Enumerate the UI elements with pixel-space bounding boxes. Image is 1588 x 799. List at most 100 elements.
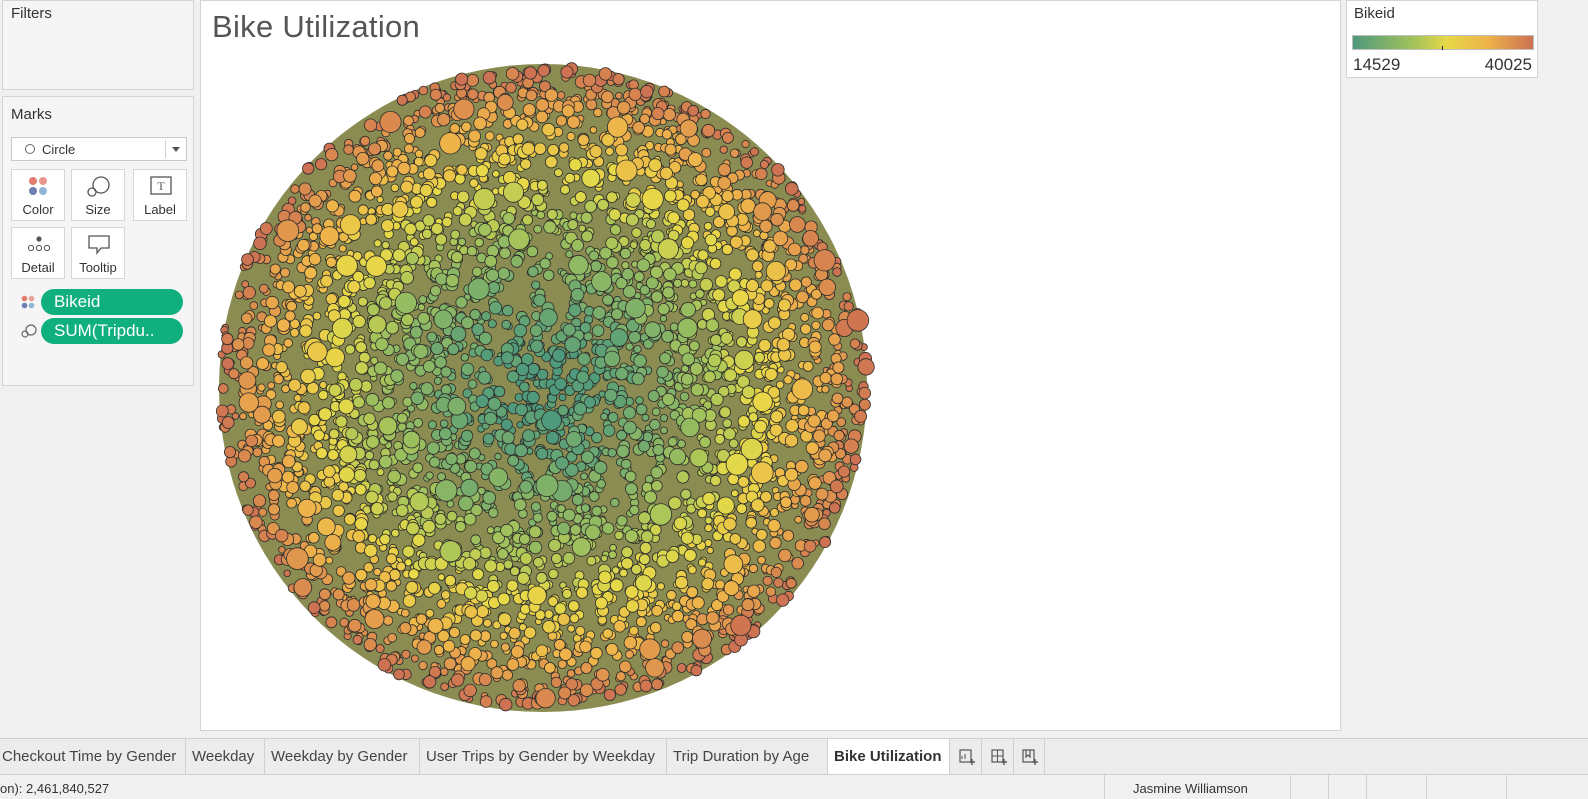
bikeid-pill[interactable]: Bikeid (41, 289, 183, 315)
bubble-mark (613, 620, 626, 633)
bubble-mark (580, 683, 594, 697)
bubble-mark (769, 423, 783, 437)
bubble-mark (730, 614, 752, 637)
bubble-mark (770, 566, 782, 578)
bubble-mark (383, 151, 393, 161)
mark-type-dropdown[interactable]: Circle (11, 137, 187, 161)
tab-trip-duration-by-age[interactable]: Trip Duration by Age (667, 739, 828, 775)
bubble-mark (673, 278, 683, 288)
bubble-mark (657, 238, 679, 260)
bubble-mark (641, 413, 650, 422)
bubble-mark (799, 495, 812, 507)
chevron-down-icon (172, 147, 180, 152)
bubble-mark (400, 271, 414, 285)
user-menu[interactable]: Jasmine Williamson (1104, 775, 1290, 799)
bubble-mark (548, 568, 559, 580)
tab-user-trips-by-gender-by-weekday[interactable]: User Trips by Gender by Weekday (420, 739, 667, 775)
marks-title: Marks (11, 106, 52, 123)
bubble-mark (650, 290, 664, 303)
bubble-mark (429, 456, 441, 468)
tripduration-pill[interactable]: SUM(Tripdu.. (41, 318, 183, 344)
text-label-icon: T (150, 176, 172, 195)
bubble-mark (581, 230, 594, 243)
size-label: Size (85, 202, 111, 217)
bubble-mark (282, 280, 295, 294)
bubble-mark (520, 158, 532, 170)
bubble-mark (429, 88, 442, 101)
new-dashboard-button[interactable] (984, 739, 1014, 775)
bubble-mark (740, 198, 756, 214)
bubble-mark (475, 394, 490, 408)
color-legend[interactable]: Bikeid 14529 40025 (1346, 0, 1538, 78)
bubble-mark (427, 420, 437, 430)
bubble-mark (796, 290, 809, 304)
bubble-mark (593, 107, 603, 118)
packed-bubble-chart[interactable] (201, 51, 1340, 731)
view-toggle[interactable] (1506, 775, 1588, 799)
bubble-mark (569, 211, 578, 220)
tab-checkout-time-by-gender[interactable]: Checkout Time by Gender (0, 739, 186, 775)
bubble-mark (558, 686, 572, 700)
bubble-mark (748, 563, 759, 574)
detail-button[interactable]: Detail (11, 227, 65, 279)
bubble-mark (629, 504, 640, 516)
tooltip-button[interactable]: Tooltip (71, 227, 125, 279)
bubble-mark (501, 669, 513, 681)
bubble-mark (410, 391, 425, 405)
bubble-mark (291, 418, 308, 436)
bubble-mark (500, 642, 510, 652)
bubble-mark (539, 257, 551, 270)
bubble-mark (811, 320, 821, 330)
bubble-mark (795, 459, 809, 474)
bubble-mark (530, 324, 543, 337)
bubble-mark (466, 73, 480, 87)
bubble-mark (460, 316, 474, 330)
bubble-mark (565, 678, 579, 691)
bubble-mark (677, 317, 698, 339)
bubble-mark (352, 529, 366, 543)
tab-weekday-by-gender[interactable]: Weekday by Gender (265, 739, 420, 775)
bubble-mark (713, 216, 726, 229)
size-button[interactable]: Size (71, 169, 125, 221)
new-story-button[interactable] (1015, 739, 1045, 775)
bubble-mark (798, 204, 807, 213)
bubble-mark (403, 133, 415, 145)
bubble-mark (659, 413, 668, 422)
bubble-mark (541, 409, 562, 431)
bubble-mark (514, 443, 528, 458)
bubble-mark (564, 336, 581, 353)
bubble-mark (719, 145, 728, 154)
bubble-mark (577, 134, 590, 147)
bubble-mark (622, 406, 636, 420)
bubble-mark (609, 543, 617, 552)
tab-bike-utilization[interactable]: Bike Utilization (828, 739, 950, 775)
bubble-mark (566, 115, 581, 129)
bubble-mark (590, 260, 602, 273)
bubble-mark (623, 420, 637, 435)
bubble-mark (474, 237, 484, 248)
bubble-mark (649, 503, 673, 526)
sheet-navigation[interactable] (1426, 775, 1506, 799)
bubble-mark (759, 160, 769, 170)
tab-weekday[interactable]: Weekday (186, 739, 265, 775)
filters-shelf[interactable]: Filters (2, 0, 194, 90)
bubble-mark (760, 279, 774, 293)
bubble-mark (711, 599, 724, 612)
bubble-mark (267, 381, 276, 390)
bubble-mark (742, 309, 763, 329)
bubble-mark (397, 161, 411, 176)
bubble-mark (421, 228, 433, 240)
bubble-mark (472, 568, 485, 581)
bubble-mark (426, 441, 440, 455)
bubble-mark (308, 194, 322, 208)
new-worksheet-button[interactable] (952, 739, 982, 775)
bubble-mark (276, 219, 300, 243)
bubble-mark (624, 585, 639, 599)
label-button[interactable]: T Label (133, 169, 187, 221)
legend-color-ramp (1352, 35, 1534, 50)
bubble-mark (516, 118, 529, 131)
bubble-mark (312, 553, 327, 567)
bubble-mark (603, 688, 616, 701)
color-button[interactable]: Color (11, 169, 65, 221)
bubble-mark (763, 239, 777, 253)
